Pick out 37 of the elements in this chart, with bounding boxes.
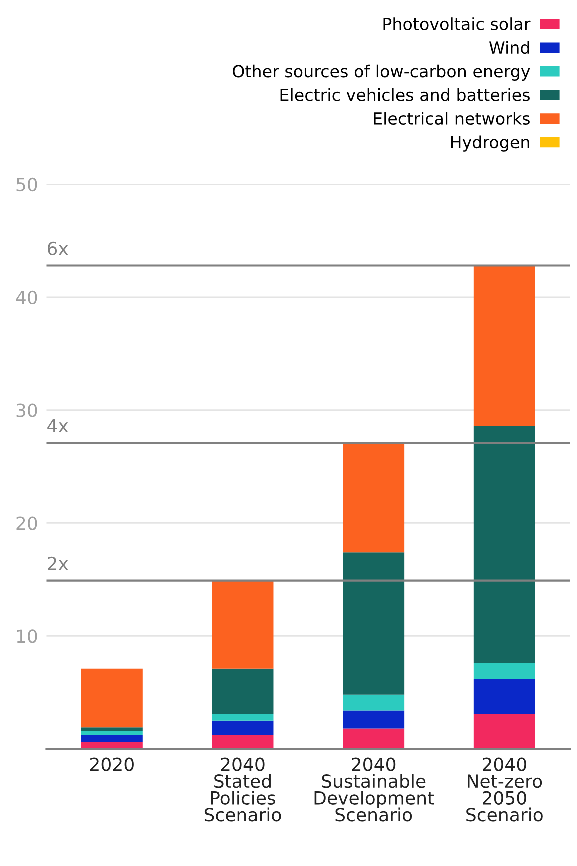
bar [343, 443, 405, 553]
bar [474, 266, 536, 426]
legend-label: Other sources of low-carbon energy [233, 64, 530, 81]
bar [212, 580, 274, 669]
bar [343, 552, 405, 695]
x-tick-label: 2040 Sustainable Development Scenario [314, 758, 434, 822]
legend-label: Hydrogen [451, 136, 530, 152]
y-tick-label: 50 [16, 178, 38, 192]
y-tick-label: 40 [16, 290, 38, 304]
ref-line-label: 2x [48, 556, 68, 570]
bar [81, 736, 143, 742]
bar [212, 720, 274, 736]
x-tick-label: 2040 Net-zero 2050 Scenario [466, 758, 543, 822]
x-tick-label: 2040 Stated Policies Scenario [204, 758, 282, 822]
bar [474, 426, 536, 664]
legend-label: Electric vehicles and batteries [280, 88, 530, 102]
bar [474, 714, 536, 750]
bar [343, 728, 405, 750]
legend-label: Electrical networks [374, 112, 530, 126]
y-tick-label: 20 [16, 516, 38, 530]
ref-line-label: 6x [48, 242, 68, 256]
bar [212, 668, 274, 714]
bar [81, 728, 143, 732]
bar [474, 679, 536, 714]
y-tick-label: 10 [17, 630, 38, 644]
bar [81, 668, 143, 728]
bar [343, 694, 405, 711]
ref-line-label: 4x [48, 419, 68, 433]
y-tick-label: 30 [16, 404, 38, 418]
x-tick-label: 2020 [90, 758, 134, 772]
bar [212, 736, 274, 750]
legend-label: Wind [489, 41, 530, 54]
bar [212, 714, 274, 721]
legend-label: Photovoltaic solar [384, 18, 531, 30]
bar [81, 731, 143, 736]
bar [474, 663, 536, 680]
bar [343, 710, 405, 729]
